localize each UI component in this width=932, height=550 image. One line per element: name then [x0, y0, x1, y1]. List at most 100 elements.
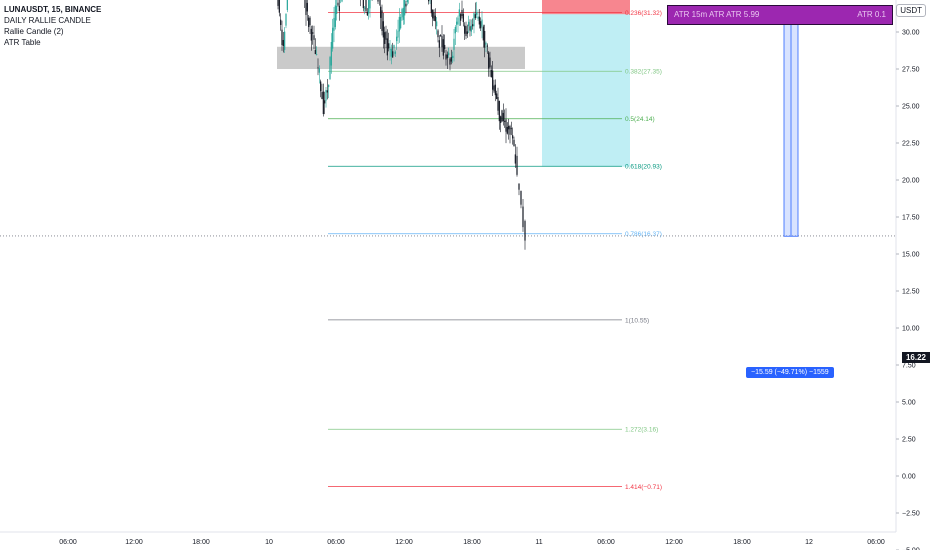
- candle-body[interactable]: [285, 13, 287, 26]
- indicator-atr-table[interactable]: ATR Table: [4, 38, 41, 47]
- candle-body[interactable]: [501, 110, 503, 122]
- stop-loss-zone[interactable]: [542, 0, 630, 15]
- candle-body[interactable]: [386, 38, 388, 56]
- candle-body[interactable]: [481, 19, 483, 27]
- candle-body[interactable]: [498, 100, 500, 122]
- candle-body[interactable]: [308, 17, 310, 27]
- candle-body[interactable]: [457, 17, 459, 25]
- candle-body[interactable]: [490, 69, 492, 78]
- candle-body[interactable]: [486, 45, 488, 47]
- candle-body[interactable]: [522, 206, 524, 228]
- candle-body[interactable]: [305, 0, 307, 16]
- candle-body[interactable]: [504, 120, 506, 122]
- candle-body[interactable]: [444, 44, 446, 50]
- candle-body[interactable]: [393, 45, 395, 49]
- candle-body[interactable]: [325, 90, 327, 101]
- candle-body[interactable]: [428, 0, 430, 2]
- candle-body[interactable]: [452, 55, 454, 58]
- candle-body[interactable]: [322, 91, 324, 115]
- candle-body[interactable]: [488, 52, 490, 69]
- candle-body[interactable]: [478, 16, 480, 25]
- candle-body[interactable]: [477, 16, 479, 19]
- candle-body[interactable]: [460, 14, 462, 21]
- candle-body[interactable]: [512, 135, 514, 139]
- candle-body[interactable]: [392, 51, 394, 58]
- candle-body[interactable]: [453, 38, 455, 50]
- candle-body[interactable]: [470, 25, 472, 32]
- candle-body[interactable]: [318, 68, 320, 73]
- candle-body[interactable]: [438, 40, 440, 48]
- candle-body[interactable]: [441, 36, 443, 48]
- indicator-daily-rallie-candle[interactable]: DAILY RALLIE CANDLE: [4, 16, 91, 25]
- candle-body[interactable]: [382, 21, 384, 38]
- candle-body[interactable]: [450, 57, 452, 62]
- candle-body[interactable]: [405, 3, 407, 7]
- candle-body[interactable]: [397, 30, 399, 38]
- candle-body[interactable]: [390, 48, 392, 57]
- candle-body[interactable]: [321, 92, 323, 99]
- candle-body[interactable]: [286, 0, 288, 11]
- candle-body[interactable]: [437, 30, 439, 38]
- candle-body[interactable]: [500, 116, 502, 123]
- candle-body[interactable]: [473, 12, 475, 27]
- candle-body[interactable]: [440, 35, 442, 37]
- candle-body[interactable]: [394, 51, 396, 54]
- candle-body[interactable]: [489, 57, 491, 68]
- currency-button[interactable]: USDT: [896, 4, 926, 17]
- candle-body[interactable]: [508, 125, 510, 130]
- candle-body[interactable]: [485, 42, 487, 45]
- candle-body[interactable]: [401, 9, 403, 18]
- candle-body[interactable]: [492, 70, 494, 90]
- candle-body[interactable]: [398, 16, 400, 32]
- candle-body[interactable]: [306, 2, 308, 12]
- candle-body[interactable]: [389, 49, 391, 51]
- candle-body[interactable]: [520, 190, 522, 205]
- candle-body[interactable]: [516, 155, 518, 175]
- candle-body[interactable]: [482, 26, 484, 41]
- candle-body[interactable]: [366, 11, 368, 16]
- candle-body[interactable]: [388, 43, 390, 49]
- candle-body[interactable]: [518, 183, 520, 190]
- candle-body[interactable]: [284, 31, 286, 50]
- candle-body[interactable]: [509, 126, 511, 135]
- candle-body[interactable]: [385, 31, 387, 40]
- candle-body[interactable]: [332, 27, 334, 49]
- candle-body[interactable]: [316, 53, 318, 55]
- candle-body[interactable]: [334, 5, 336, 27]
- candle-body[interactable]: [436, 21, 438, 27]
- candle-body[interactable]: [404, 0, 406, 16]
- candle-body[interactable]: [506, 126, 508, 134]
- candle-body[interactable]: [448, 52, 450, 56]
- candle-body[interactable]: [310, 28, 312, 41]
- candle-body[interactable]: [461, 9, 463, 17]
- candle-body[interactable]: [381, 10, 383, 31]
- candle-body[interactable]: [377, 0, 379, 2]
- candle-body[interactable]: [502, 112, 504, 122]
- candle-body[interactable]: [449, 58, 451, 65]
- candle-body[interactable]: [333, 17, 335, 31]
- candle-body[interactable]: [400, 17, 402, 29]
- candle-body[interactable]: [281, 29, 283, 45]
- candle-body[interactable]: [338, 5, 340, 12]
- candle-body[interactable]: [368, 0, 370, 14]
- candle-body[interactable]: [278, 0, 280, 13]
- take-profit-zone[interactable]: [542, 14, 630, 167]
- candle-body[interactable]: [476, 12, 478, 15]
- candle-body[interactable]: [496, 93, 498, 100]
- candle-body[interactable]: [369, 0, 371, 9]
- candle-body[interactable]: [458, 9, 460, 17]
- candle-body[interactable]: [282, 40, 284, 47]
- candle-body[interactable]: [309, 17, 311, 26]
- indicator-rallie-candle[interactable]: Rallie Candle (2): [4, 27, 64, 36]
- candle-body[interactable]: [446, 54, 448, 59]
- candle-body[interactable]: [456, 21, 458, 25]
- candle-body[interactable]: [317, 67, 319, 69]
- candle-body[interactable]: [480, 21, 482, 29]
- candle-body[interactable]: [505, 119, 507, 132]
- candle-body[interactable]: [326, 90, 328, 93]
- candle-body[interactable]: [464, 25, 466, 34]
- candle-body[interactable]: [445, 54, 447, 60]
- candle-body[interactable]: [336, 5, 338, 14]
- candle-body[interactable]: [494, 84, 496, 96]
